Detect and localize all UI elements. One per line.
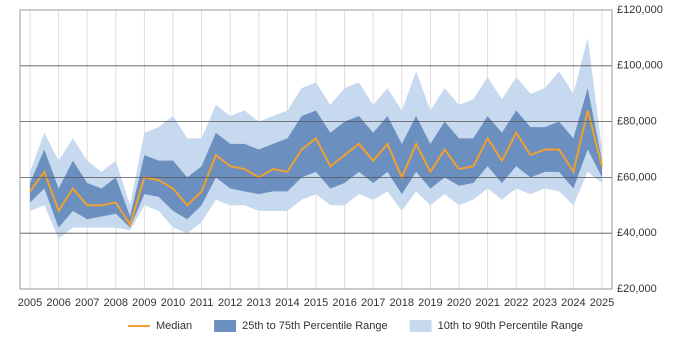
x-tick-label: 2010	[161, 297, 185, 309]
x-tick-label: 2024	[561, 297, 585, 309]
y-tick-label: £120,000	[617, 4, 663, 16]
x-tick-label: 2017	[361, 297, 385, 309]
x-tick-label: 2020	[447, 297, 471, 309]
plot-border	[19, 9, 613, 290]
x-tick-label: 2014	[275, 297, 299, 309]
legend-label: 25th to 75th Percentile Range	[242, 320, 388, 332]
y-tick-label: £80,000	[617, 116, 657, 128]
x-tick-label: 2011	[190, 297, 214, 309]
x-tick-label: 2021	[475, 297, 499, 309]
x-tick-label: 2023	[533, 297, 557, 309]
x-tick-label: 2025	[590, 297, 614, 309]
p25-p75-band	[30, 88, 602, 228]
x-tick-label: 2015	[304, 297, 328, 309]
x-tick-label: 2018	[390, 297, 414, 309]
median-line	[29, 110, 603, 228]
y-tick-label: £60,000	[617, 171, 657, 183]
x-tick-label: 2012	[218, 297, 242, 309]
x-tick-label: 2008	[104, 297, 128, 309]
legend-label: Median	[156, 320, 192, 332]
legend-swatch	[409, 320, 432, 332]
y-tick-label: £40,000	[617, 227, 657, 239]
x-tick-label: 2007	[75, 297, 99, 309]
y-tick-label: £100,000	[617, 60, 663, 72]
legend-swatch	[214, 320, 237, 332]
x-tick-label: 2006	[46, 297, 70, 309]
legend-label: 10th to 90th Percentile Range	[438, 320, 584, 332]
y-tick-label: £20,000	[617, 283, 657, 295]
x-tick-label: 2005	[18, 297, 42, 309]
x-tick-label: 2009	[132, 297, 156, 309]
x-tick-label: 2016	[332, 297, 356, 309]
x-tick-label: 2019	[418, 297, 442, 309]
x-tick-label: 2022	[504, 297, 528, 309]
x-tick-label: 2013	[247, 297, 271, 309]
